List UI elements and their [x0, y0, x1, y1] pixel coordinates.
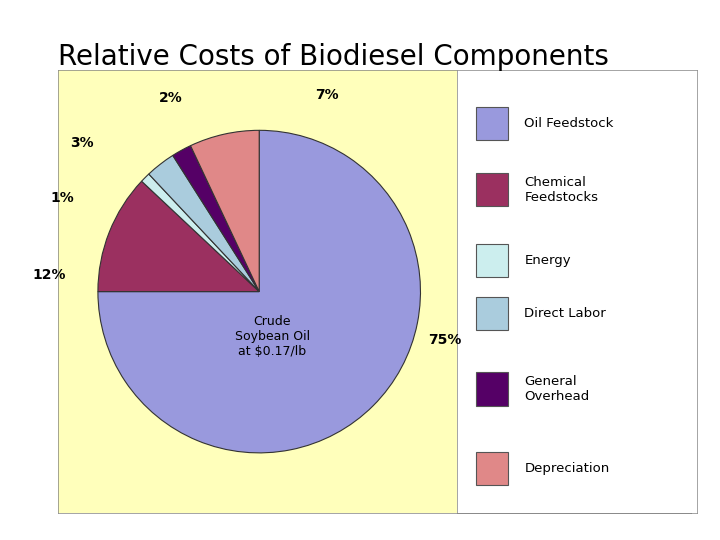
- Wedge shape: [98, 181, 259, 292]
- FancyBboxPatch shape: [477, 297, 508, 330]
- FancyBboxPatch shape: [477, 173, 508, 206]
- Text: Energy: Energy: [524, 254, 571, 267]
- Wedge shape: [149, 156, 259, 292]
- Wedge shape: [98, 130, 420, 453]
- Text: 75%: 75%: [428, 333, 462, 347]
- Text: Oil Feedstock: Oil Feedstock: [524, 117, 613, 130]
- Text: General
Overhead: General Overhead: [524, 375, 590, 403]
- Text: Depreciation: Depreciation: [524, 462, 610, 475]
- Wedge shape: [173, 146, 259, 292]
- Text: Crude
Soybean Oil
at $0.17/lb: Crude Soybean Oil at $0.17/lb: [235, 315, 310, 358]
- Text: Chemical
Feedstocks: Chemical Feedstocks: [524, 176, 598, 204]
- FancyBboxPatch shape: [477, 107, 508, 140]
- Text: 1%: 1%: [50, 191, 74, 205]
- FancyBboxPatch shape: [477, 244, 508, 277]
- Text: Relative Costs of Biodiesel Components: Relative Costs of Biodiesel Components: [58, 43, 608, 71]
- FancyBboxPatch shape: [477, 452, 508, 485]
- Text: 3%: 3%: [70, 136, 94, 150]
- Text: 2%: 2%: [158, 91, 182, 105]
- Text: 7%: 7%: [315, 88, 338, 102]
- Text: 12%: 12%: [33, 268, 66, 282]
- Wedge shape: [142, 174, 259, 292]
- Text: Direct Labor: Direct Labor: [524, 307, 606, 320]
- FancyBboxPatch shape: [477, 373, 508, 406]
- Wedge shape: [191, 130, 259, 292]
